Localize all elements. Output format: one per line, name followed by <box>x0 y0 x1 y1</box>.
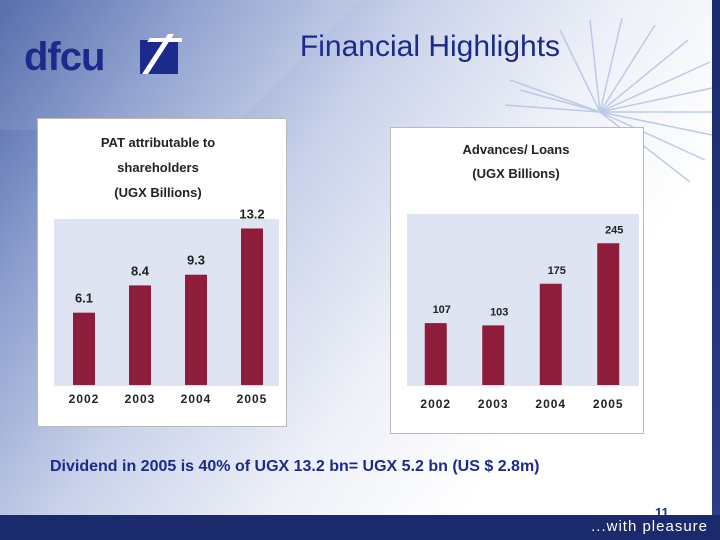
slide-title: Financial Highlights <box>299 30 561 63</box>
pat-bar-2003 <box>129 285 151 385</box>
advances-chart: Advances/ Loans (UGX Billions) 107 2002 10… <box>407 142 639 411</box>
tagline: ...with pleasure <box>591 518 708 535</box>
pat-value-label-2004: 9.3 <box>187 253 205 268</box>
advances-chart-panel: Advances/ Loans (UGX Billions) 107 2002 10… <box>390 127 644 434</box>
advances-value-label-2003: 103 <box>490 306 508 318</box>
pat-chart-title-line-3: (UGX Billions) <box>114 185 201 200</box>
pat-tick-label-2002: 2002 <box>69 392 100 406</box>
pat-value-label-2002: 6.1 <box>75 291 93 306</box>
advances-bar-2004 <box>539 283 562 385</box>
pat-chart-panel: PAT attributable to shareholders (UGX Bi… <box>37 118 287 427</box>
pat-tick-label-2005: 2005 <box>237 392 268 406</box>
pat-chart-title-line-1: PAT attributable to <box>101 135 215 150</box>
advances-value-label-2005: 245 <box>605 224 623 236</box>
pat-value-label-2003: 8.4 <box>131 263 150 278</box>
advances-tick-label-2003: 2003 <box>478 397 509 411</box>
pat-bar-2002 <box>73 312 95 385</box>
pat-tick-label-2003: 2003 <box>125 392 156 406</box>
pat-bar-2004 <box>185 274 207 385</box>
right-edge-bar <box>712 0 720 515</box>
advances-chart-title-line-1: Advances/ Loans <box>463 142 570 157</box>
advances-bar-2003 <box>482 325 505 385</box>
pat-value-label-2005: 13.2 <box>239 206 264 221</box>
advances-chart-title-line-2: (UGX Billions) <box>472 166 559 181</box>
advances-tick-label-2002: 2002 <box>420 397 451 411</box>
advances-bar-2002 <box>424 323 447 385</box>
dividend-caption: Dividend in 2005 is 40% of UGX 13.2 bn= … <box>50 458 540 475</box>
advances-value-label-2004: 175 <box>548 265 566 277</box>
svg-text:dfcu: dfcu <box>24 35 104 78</box>
pat-bar-2005 <box>241 228 263 385</box>
pat-chart: PAT attributable to shareholders (UGX Bi… <box>54 135 279 406</box>
advances-value-label-2002: 107 <box>433 304 451 316</box>
pat-tick-label-2004: 2004 <box>181 392 212 406</box>
dfcu-logo: dfcu <box>22 30 187 79</box>
pat-chart-title-line-2: shareholders <box>117 160 199 175</box>
advances-bar-2005 <box>597 243 620 385</box>
advances-tick-label-2005: 2005 <box>593 397 624 411</box>
footer-bar: ...with pleasure <box>0 515 720 540</box>
advances-tick-label-2004: 2004 <box>535 397 566 411</box>
